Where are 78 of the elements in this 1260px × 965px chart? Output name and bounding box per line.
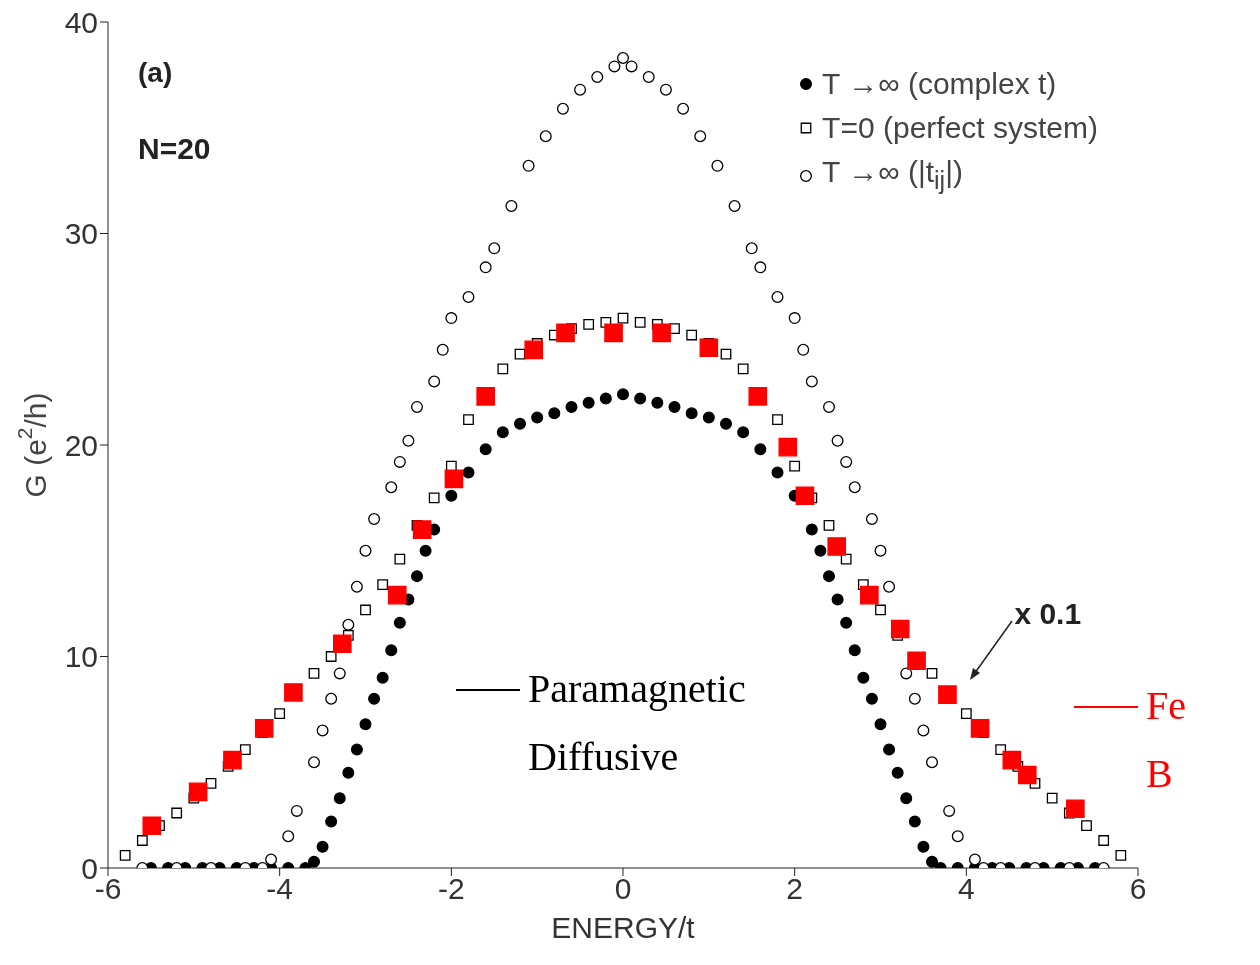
point <box>875 604 886 616</box>
point <box>789 460 801 472</box>
point <box>823 519 835 531</box>
point <box>171 807 183 819</box>
point <box>524 340 544 360</box>
point <box>1115 849 1127 861</box>
point <box>827 537 847 556</box>
point <box>1002 750 1022 770</box>
y-tick-label: 10 <box>64 640 98 674</box>
point <box>748 387 768 406</box>
annotation: N=20 <box>138 132 211 166</box>
point <box>188 782 208 802</box>
y-tick-label: 20 <box>64 428 98 462</box>
point <box>634 316 646 328</box>
x-tick-label: 2 <box>786 872 804 906</box>
point <box>1098 835 1110 846</box>
point <box>308 668 320 679</box>
point <box>274 708 286 719</box>
x-tick-label: 4 <box>957 872 975 906</box>
point <box>970 719 990 738</box>
point <box>772 414 783 426</box>
point <box>497 363 509 375</box>
legend-label: T →∞ (complex t) <box>822 66 1057 102</box>
point <box>907 651 926 671</box>
legend-label: T=0 (perfect system) <box>822 110 1098 146</box>
annotation: x 0.1 <box>1014 597 1082 632</box>
point <box>428 492 440 504</box>
point <box>476 387 495 406</box>
point <box>333 634 352 654</box>
point <box>604 323 623 343</box>
point <box>325 651 337 662</box>
point <box>142 816 162 836</box>
annotation: (a) <box>138 57 173 89</box>
point <box>583 319 595 330</box>
point <box>960 708 972 719</box>
point <box>778 437 798 457</box>
point <box>556 323 575 343</box>
point <box>938 685 957 704</box>
point <box>119 849 131 861</box>
x-tick-label: -2 <box>437 872 465 906</box>
point <box>463 414 474 426</box>
point <box>686 329 698 341</box>
point <box>840 553 852 565</box>
point <box>284 683 303 702</box>
point <box>737 363 749 375</box>
point <box>1081 820 1092 832</box>
point <box>860 585 879 605</box>
point <box>1017 765 1037 785</box>
point <box>387 585 407 605</box>
point <box>795 486 815 506</box>
point <box>239 744 251 755</box>
legend-label: T →∞ (|t$_{ij}$|) <box>822 154 963 196</box>
point <box>926 668 938 679</box>
point <box>1066 799 1085 819</box>
point <box>394 553 406 565</box>
point <box>360 604 371 616</box>
point <box>444 469 464 489</box>
point <box>890 619 910 639</box>
x-tick-label: 0 <box>614 872 632 906</box>
point <box>254 719 274 738</box>
point <box>136 835 148 846</box>
x-tick-label: -4 <box>266 872 294 906</box>
annotation: Diffusive <box>528 732 679 780</box>
y-tick-label: 40 <box>64 5 98 39</box>
x-tick-label: 6 <box>1129 872 1147 906</box>
point <box>1046 792 1058 804</box>
point <box>377 579 389 590</box>
text: Fe <box>1146 681 1186 729</box>
text: B <box>1146 749 1173 797</box>
point <box>223 750 242 770</box>
y-tick-label: 30 <box>64 217 98 251</box>
point <box>699 338 719 358</box>
x-axis-title: ENERGY/t <box>551 911 696 944</box>
point <box>412 520 432 539</box>
point <box>652 323 671 343</box>
point <box>995 744 1007 755</box>
point <box>205 778 217 789</box>
annotation: Paramagnetic <box>528 664 746 712</box>
